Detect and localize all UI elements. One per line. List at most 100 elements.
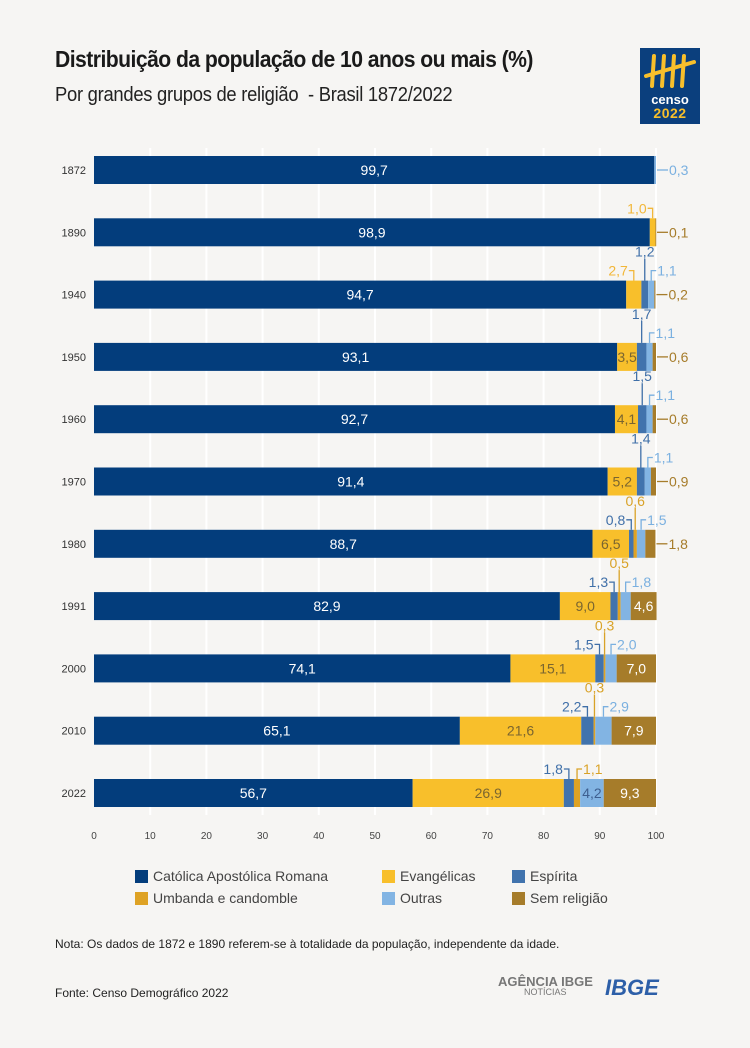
bar-segment-5 <box>650 467 656 496</box>
data-label: 0,6 <box>669 411 689 427</box>
data-label: 0,3 <box>669 162 689 178</box>
agencia-logo-text: AGÊNCIA IBGE <box>498 974 593 989</box>
data-label: 2,0 <box>617 636 637 652</box>
bar-segment-3 <box>573 779 581 807</box>
bar-segment-1 <box>614 405 639 434</box>
data-label: 1,0 <box>627 200 647 216</box>
leader-line <box>626 519 632 530</box>
bar-segment-4 <box>595 716 612 745</box>
data-label: 5,2 <box>613 474 633 490</box>
legend-label: Evangélicas <box>400 868 476 884</box>
data-label: 0,9 <box>669 474 689 490</box>
data-label: 2,7 <box>608 263 628 279</box>
legend-swatch <box>512 869 525 883</box>
x-tick-label: 80 <box>538 831 550 842</box>
data-label: 1,1 <box>656 387 676 403</box>
legend-swatch <box>135 891 148 905</box>
data-label: 0,2 <box>668 287 688 303</box>
x-tick-label: 10 <box>145 831 157 842</box>
bar-segment-1 <box>510 654 596 683</box>
x-tick-label: 20 <box>201 831 213 842</box>
data-label: 1,8 <box>668 536 688 552</box>
data-label: 26,9 <box>475 785 502 801</box>
data-label: 21,6 <box>507 723 534 739</box>
bar-segment-2 <box>636 467 645 496</box>
legend-swatch <box>382 869 395 883</box>
data-label: 0,6 <box>669 349 689 365</box>
ibge-logo: IBGE <box>605 975 659 1000</box>
bar-segment-5 <box>645 529 656 558</box>
data-label: 0,6 <box>625 493 645 509</box>
data-label: 7,0 <box>627 660 647 676</box>
bar-segment-5 <box>611 716 656 745</box>
bar-segment-1 <box>626 280 642 309</box>
data-label: 1,5 <box>647 512 667 528</box>
leader-line <box>647 207 654 219</box>
year-label: 1991 <box>62 601 86 613</box>
x-tick-label: 100 <box>648 831 665 842</box>
bar-segment-5 <box>652 342 656 371</box>
leader-line <box>610 643 617 655</box>
year-label: 2000 <box>62 663 86 675</box>
legend-label: Sem religião <box>530 890 608 906</box>
chart-title: Distribuição da população de 10 anos ou … <box>55 46 533 72</box>
tally-marks-icon <box>644 54 696 88</box>
bar-segment-5 <box>655 218 657 247</box>
bar-segment-2 <box>641 280 649 309</box>
bar-segment-5 <box>616 654 656 683</box>
bar-segment-0 <box>94 654 511 683</box>
leader-line <box>648 332 655 343</box>
bar-segment-5 <box>654 280 656 309</box>
legend-label: Espírita <box>530 868 578 884</box>
legend-item-evangelicas: Evangélicas <box>382 868 476 884</box>
bar-segment-2 <box>638 405 647 434</box>
leader-line <box>628 269 635 281</box>
legend-item-umbanda: Umbanda e candomble <box>135 890 298 906</box>
legend-item-outras: Outras <box>382 890 442 906</box>
data-label: 4,1 <box>617 411 637 427</box>
year-label: 1960 <box>62 414 86 426</box>
source-text: Fonte: Censo Demográfico 2022 <box>55 986 229 1000</box>
data-label: 15,1 <box>539 660 566 676</box>
leader-line <box>563 768 570 779</box>
data-label: 0,8 <box>606 512 626 528</box>
bar-segment-3 <box>617 592 621 621</box>
data-label: 4,2 <box>582 785 602 801</box>
x-tick-label: 90 <box>594 831 606 842</box>
bar-segment-4 <box>636 529 646 558</box>
data-label: 1,8 <box>632 574 652 590</box>
bar-segment-4 <box>654 156 656 184</box>
year-label: 1950 <box>62 352 86 364</box>
footnote: Nota: Os dados de 1872 e 1890 referem-se… <box>55 937 560 951</box>
data-label: 88,7 <box>330 536 357 552</box>
bar-segment-1 <box>607 467 637 496</box>
legend-swatch <box>382 891 395 905</box>
leader-line <box>648 394 655 406</box>
leader-line <box>609 581 615 593</box>
bar-segment-2 <box>629 529 634 558</box>
leader-line <box>647 456 653 468</box>
censo-2022-logo: censo 2022 <box>640 48 700 124</box>
agencia-logo-subtext: NOTÍCIAS <box>524 987 567 997</box>
bar-segment-2 <box>595 654 604 683</box>
year-label: 1940 <box>62 290 86 302</box>
data-label: 2,9 <box>609 699 629 715</box>
legend-item-sem-religiao: Sem religião <box>512 890 608 906</box>
bar-segment-4 <box>580 779 604 807</box>
bar-segment-1 <box>649 218 656 247</box>
data-label: 91,4 <box>337 474 364 490</box>
leader-line <box>594 643 601 655</box>
bar-segment-0 <box>94 716 460 745</box>
legend-swatch <box>135 869 148 883</box>
year-label: 2010 <box>62 726 86 738</box>
data-label: 1,5 <box>632 368 652 384</box>
data-label: 93,1 <box>342 349 369 365</box>
bar-segment-0 <box>94 467 608 496</box>
bar-segment-2 <box>563 779 574 807</box>
leader-line <box>582 706 589 717</box>
legend-item-catolica: Católica Apostólica Romana <box>135 868 328 884</box>
data-label: 92,7 <box>341 411 368 427</box>
bar-segment-1 <box>592 529 630 558</box>
bar-segment-4 <box>620 592 631 621</box>
